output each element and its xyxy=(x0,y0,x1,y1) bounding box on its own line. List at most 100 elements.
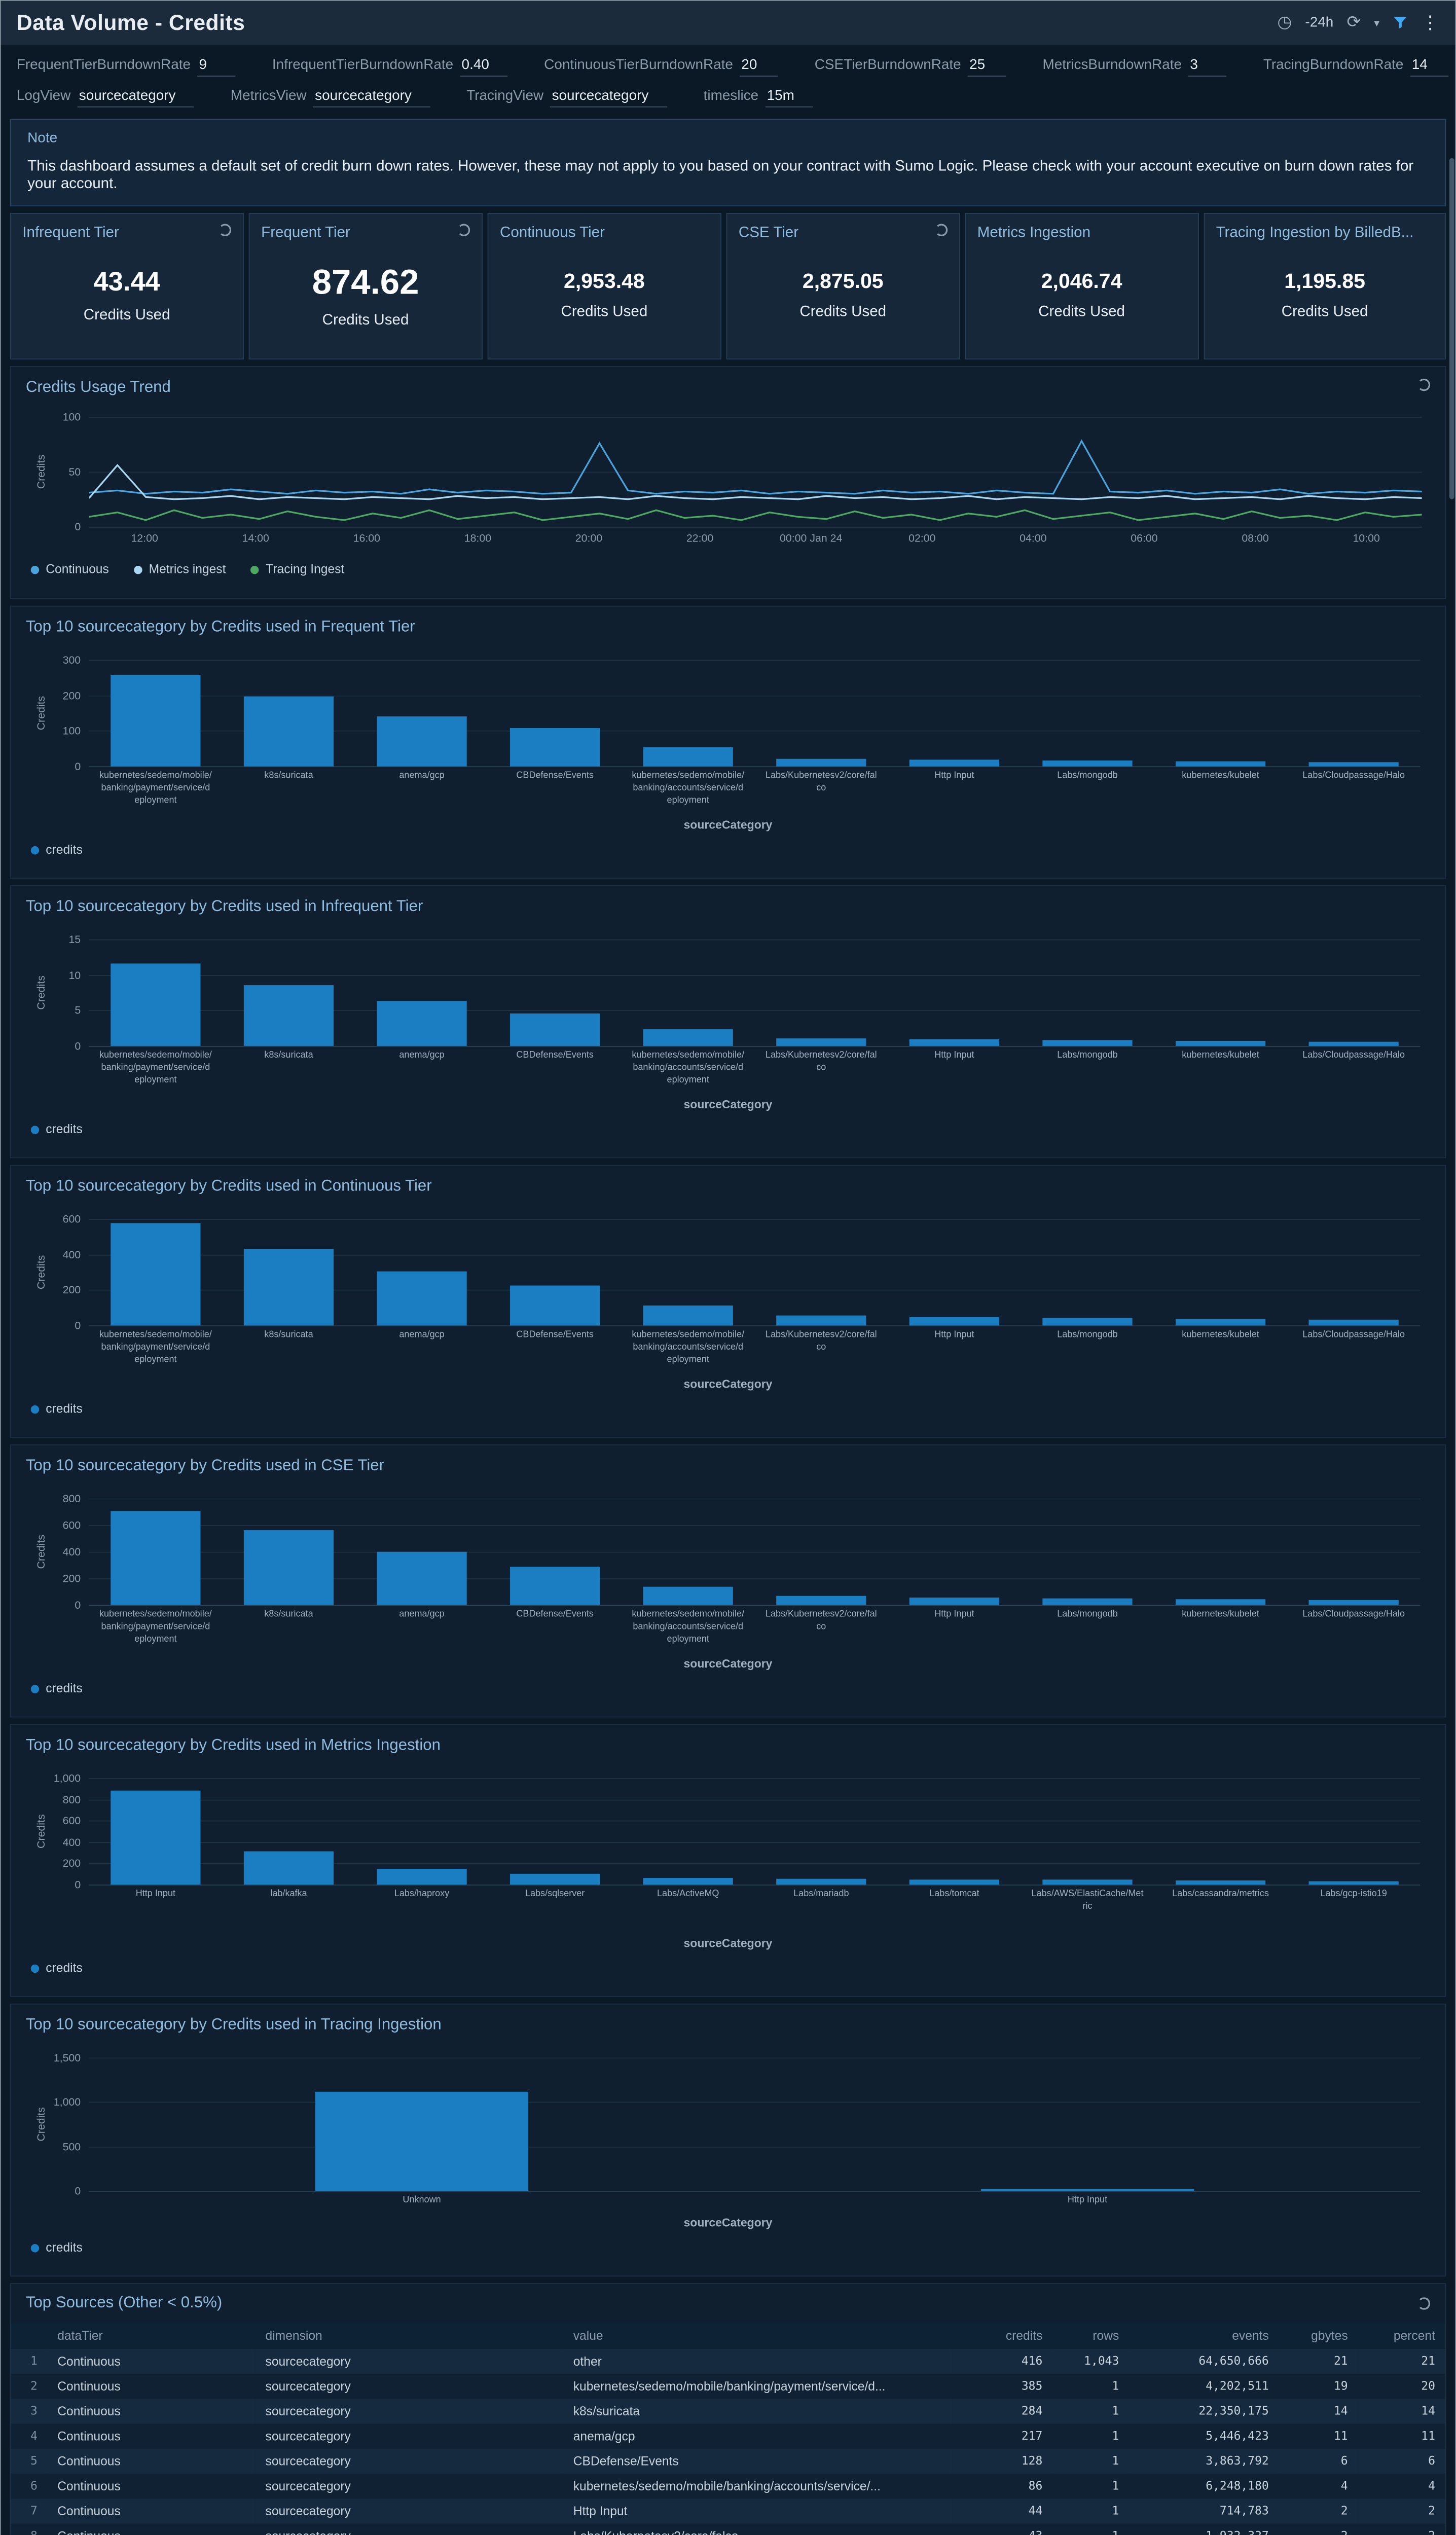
bar[interactable] xyxy=(1309,1320,1399,1326)
bar[interactable] xyxy=(909,759,999,767)
bar[interactable] xyxy=(643,1306,733,1326)
bar[interactable] xyxy=(510,1567,600,1605)
bar[interactable] xyxy=(1309,1041,1399,1046)
bar[interactable] xyxy=(244,1530,334,1605)
param-value-input[interactable]: sourcecategory xyxy=(313,87,430,107)
bar[interactable] xyxy=(510,1285,600,1326)
kebab-menu-icon[interactable]: ⋮ xyxy=(1421,11,1440,33)
col-header-dimension[interactable]: dimension xyxy=(255,2322,564,2349)
bar[interactable] xyxy=(244,697,334,767)
bar[interactable] xyxy=(111,674,200,767)
bar[interactable] xyxy=(776,1596,866,1605)
chart-legend[interactable]: credits xyxy=(30,843,1430,857)
x-category-label: Http Input xyxy=(934,770,974,781)
legend-item-tracing-ingest[interactable]: Tracing Ingest xyxy=(250,562,344,576)
bar[interactable] xyxy=(244,1852,334,1885)
bar[interactable] xyxy=(377,1001,466,1046)
refresh-icon[interactable]: ⟳ xyxy=(1346,13,1361,32)
bar[interactable] xyxy=(1176,761,1265,767)
time-range-button[interactable]: -24h xyxy=(1305,14,1334,30)
bar[interactable] xyxy=(111,1511,200,1605)
bar[interactable] xyxy=(111,1791,200,1885)
x-category-label: Labs/mongodb xyxy=(1057,1609,1118,1619)
bar[interactable] xyxy=(776,1038,866,1046)
bar[interactable] xyxy=(1176,1880,1265,1885)
bar[interactable] xyxy=(980,2189,1194,2191)
bar[interactable] xyxy=(643,1029,733,1046)
table-row[interactable]: 7 Continuous sourcecategory Http Input 44 1 71… xyxy=(11,2498,1445,2524)
bar[interactable] xyxy=(909,1039,999,1046)
clock-icon[interactable]: ◷ xyxy=(1277,13,1292,32)
bar[interactable] xyxy=(1042,1318,1132,1326)
param-value-input[interactable]: sourcecategory xyxy=(550,87,667,107)
bar[interactable] xyxy=(643,747,733,767)
scrollbar-thumb[interactable] xyxy=(1449,158,1454,499)
col-header-credits[interactable]: credits xyxy=(953,2322,1053,2349)
col-header-value[interactable]: value xyxy=(563,2322,953,2349)
bar[interactable] xyxy=(776,758,866,767)
col-header-rows[interactable]: rows xyxy=(1052,2322,1130,2349)
param-value-input[interactable]: 9 xyxy=(197,57,236,77)
col-header-gbytes[interactable]: gbytes xyxy=(1279,2322,1358,2349)
bar[interactable] xyxy=(510,728,600,767)
table-row[interactable]: 8ContinuoussourcecategoryLabs/Kubernetes… xyxy=(11,2523,1445,2535)
chart-legend[interactable]: credits xyxy=(30,1122,1430,1137)
bar[interactable] xyxy=(909,1317,999,1326)
chart-legend[interactable]: credits xyxy=(30,2241,1430,2255)
bar[interactable] xyxy=(1042,1879,1132,1885)
chart-legend[interactable]: credits xyxy=(30,1961,1430,1975)
bar[interactable] xyxy=(1042,1040,1132,1046)
bar[interactable] xyxy=(776,1316,866,1326)
bar[interactable] xyxy=(377,716,466,767)
bar[interactable] xyxy=(377,1551,466,1605)
param-value-input[interactable]: 0.40 xyxy=(460,57,507,77)
bar[interactable] xyxy=(1309,762,1399,767)
col-header-percent[interactable]: percent xyxy=(1358,2322,1445,2349)
bar[interactable] xyxy=(377,1271,466,1326)
bar[interactable] xyxy=(643,1587,733,1605)
bar[interactable] xyxy=(315,2091,529,2191)
param-value-input[interactable]: sourcecategory xyxy=(77,87,194,107)
bar[interactable] xyxy=(510,1873,600,1885)
bar[interactable] xyxy=(1042,760,1132,767)
param-value-input[interactable]: 14 xyxy=(1410,57,1448,77)
bar[interactable] xyxy=(1176,1041,1265,1046)
bar[interactable] xyxy=(776,1878,866,1885)
bar[interactable] xyxy=(1042,1598,1132,1605)
legend-dot xyxy=(30,565,40,574)
legend-item-metrics-ingest[interactable]: Metrics ingest xyxy=(134,562,226,576)
legend-item-continuous[interactable]: Continuous xyxy=(30,562,109,576)
cell-gbytes: 14 xyxy=(1333,2404,1348,2418)
panel-title: Top 10 sourcecategory by Credits used in… xyxy=(25,1457,385,1475)
bar[interactable] xyxy=(244,985,334,1046)
bar[interactable] xyxy=(111,963,200,1046)
bar[interactable] xyxy=(909,1597,999,1605)
table-row[interactable]: 2 Continuous sourcecategory kubernetes/sede… xyxy=(11,2374,1445,2399)
col-header-events[interactable]: events xyxy=(1129,2322,1279,2349)
bar[interactable] xyxy=(111,1223,200,1326)
bar[interactable] xyxy=(1176,1599,1265,1605)
param-value-input[interactable]: 20 xyxy=(740,57,778,77)
col-header-dataTier[interactable]: dataTier xyxy=(47,2322,256,2349)
param-value-input[interactable]: 3 xyxy=(1188,57,1227,77)
chart-legend[interactable]: credits xyxy=(30,1682,1430,1696)
table-row[interactable]: 5 Continuous sourcecategory CBDefense/Event… xyxy=(11,2448,1445,2474)
table-row[interactable]: 4 Continuous sourcecategory anema/gcp 217 1 5,… xyxy=(11,2423,1445,2449)
bar[interactable] xyxy=(377,1868,466,1885)
kpi-title: Continuous Tier xyxy=(500,224,605,241)
bar[interactable] xyxy=(1309,1881,1399,1885)
bar[interactable] xyxy=(909,1879,999,1885)
bar[interactable] xyxy=(643,1878,733,1885)
bar[interactable] xyxy=(510,1013,600,1046)
bar[interactable] xyxy=(1309,1600,1399,1605)
param-value-input[interactable]: 15m xyxy=(765,87,813,107)
param-value-input[interactable]: 25 xyxy=(967,57,1006,77)
table-row[interactable]: 3 Continuous sourcecategory k8s/suricata 284… xyxy=(11,2399,1445,2424)
table-row[interactable]: 6 Continuous sourcecategory kubernetes/sede… xyxy=(11,2474,1445,2499)
filter-icon[interactable] xyxy=(1393,15,1408,30)
chart-legend[interactable]: credits xyxy=(30,1402,1430,1416)
table-row[interactable]: 1 Continuous sourcecategory other 416 1,043 64… xyxy=(11,2348,1445,2374)
chevron-down-icon[interactable]: ▾ xyxy=(1374,16,1380,29)
bar[interactable] xyxy=(1176,1319,1265,1326)
bar[interactable] xyxy=(244,1249,334,1326)
